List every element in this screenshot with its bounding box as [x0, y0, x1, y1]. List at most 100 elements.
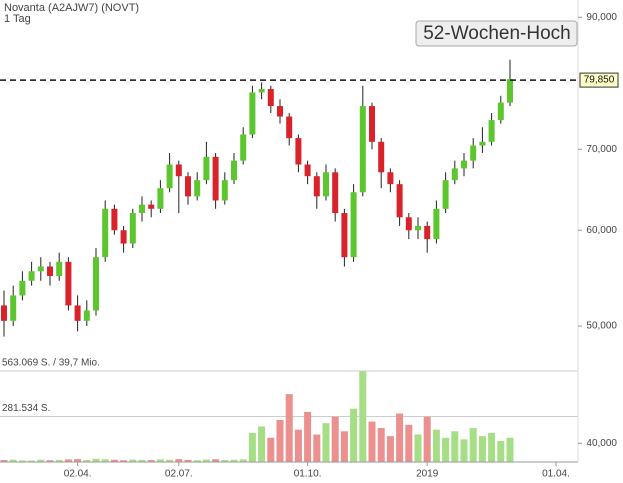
reference-label: 79,850	[584, 75, 615, 86]
volume-bar	[193, 460, 201, 462]
volume-bar	[432, 429, 440, 462]
volume-bar	[423, 416, 431, 462]
volume-bar	[359, 371, 367, 462]
volume-bar	[451, 431, 459, 462]
candle-body	[470, 145, 477, 161]
x-tick-label: 01.10.	[294, 469, 322, 480]
volume-bar	[64, 459, 72, 462]
volume-bar	[294, 429, 302, 462]
volume-bar	[322, 423, 330, 462]
chart-subtitle: 1 Tag	[4, 13, 31, 25]
candle-body	[267, 89, 274, 107]
candle-body	[415, 225, 421, 231]
volume-bar	[37, 459, 45, 462]
candle-body	[111, 208, 118, 231]
volume-bar	[377, 428, 385, 462]
candle-body	[479, 141, 486, 146]
candle-body	[93, 257, 99, 311]
candle-body	[451, 168, 458, 181]
volume-bar	[442, 437, 450, 462]
volume-bar	[414, 434, 422, 462]
y-tick-label: 40,000	[586, 438, 617, 449]
volume-bar	[129, 459, 137, 462]
volume-bar	[0, 460, 8, 462]
x-tick-label: 01.04.	[542, 469, 570, 480]
candle-body	[10, 295, 17, 321]
volume-bar	[239, 459, 247, 462]
candle-body	[166, 164, 173, 189]
candle-body	[37, 266, 44, 272]
candle-body	[139, 204, 145, 214]
candle-body	[304, 164, 311, 177]
candle-body	[231, 160, 237, 181]
candle-body	[65, 261, 72, 306]
volume-tick-label: 281.534 S.	[2, 403, 50, 414]
candle-body	[405, 217, 412, 231]
annotation-box	[415, 20, 578, 47]
candle-body	[102, 208, 109, 258]
candle-body	[185, 176, 191, 197]
volume-bar	[405, 424, 413, 462]
candle-body	[83, 310, 90, 321]
volume-bar	[340, 431, 348, 462]
volume-bar	[46, 460, 54, 462]
volume-bar	[18, 460, 26, 462]
candle-body	[396, 184, 403, 218]
candle-body	[120, 230, 127, 244]
candle-body	[240, 134, 247, 161]
candle-body	[378, 141, 385, 173]
candle-body	[433, 208, 440, 240]
candle-body	[1, 305, 7, 321]
candle-body	[249, 92, 256, 135]
volume-bar	[497, 440, 505, 462]
candle-body	[313, 176, 320, 197]
candle-body	[442, 180, 449, 209]
candle-body	[359, 106, 366, 193]
volume-bar	[221, 460, 229, 462]
volume-bar	[156, 459, 164, 462]
candle-body	[488, 120, 495, 142]
volume-bar	[506, 437, 514, 462]
volume-bar	[304, 411, 312, 462]
volume-bar	[386, 436, 394, 462]
x-tick-label: 2019	[416, 469, 439, 480]
candle-body	[424, 225, 431, 240]
candle-body	[387, 172, 394, 185]
volume-bar	[212, 459, 220, 462]
volume-bar	[331, 416, 339, 462]
x-tick-label: 02.04.	[64, 469, 92, 480]
volume-bar	[258, 426, 266, 462]
volume-bar	[488, 432, 496, 462]
volume-bar	[230, 459, 238, 462]
candle-body	[350, 192, 357, 258]
volume-bar	[147, 460, 155, 462]
candle-body	[19, 280, 26, 296]
volume-bar	[184, 459, 192, 462]
candle-body	[194, 180, 201, 197]
volume-bar	[166, 459, 174, 462]
y-tick-label: 60,000	[586, 225, 617, 236]
volume-bar	[74, 459, 82, 462]
candle-body	[212, 156, 219, 201]
volume-bar	[267, 437, 275, 462]
candle-body	[175, 164, 182, 177]
volume-bar	[110, 459, 118, 462]
volume-bar	[478, 436, 486, 462]
volume-bar	[28, 460, 36, 462]
volume-tick-label: 563.069 S. / 39,7 Mio.	[2, 358, 100, 369]
volume-bar	[460, 439, 468, 462]
candle-body	[461, 160, 467, 169]
y-tick-label: 50,000	[586, 321, 617, 332]
volume-bar	[276, 419, 284, 462]
candle-body	[277, 106, 283, 117]
candle-body	[507, 79, 513, 103]
candle-body	[74, 305, 81, 321]
volume-bar	[83, 460, 91, 462]
candle-body	[203, 156, 210, 181]
annotation: 52-Wochen-Hoch	[423, 23, 571, 44]
candle-body	[286, 116, 293, 139]
candle-body	[47, 266, 53, 276]
volume-bar	[55, 459, 63, 462]
y-tick-label: 70,000	[586, 144, 617, 155]
